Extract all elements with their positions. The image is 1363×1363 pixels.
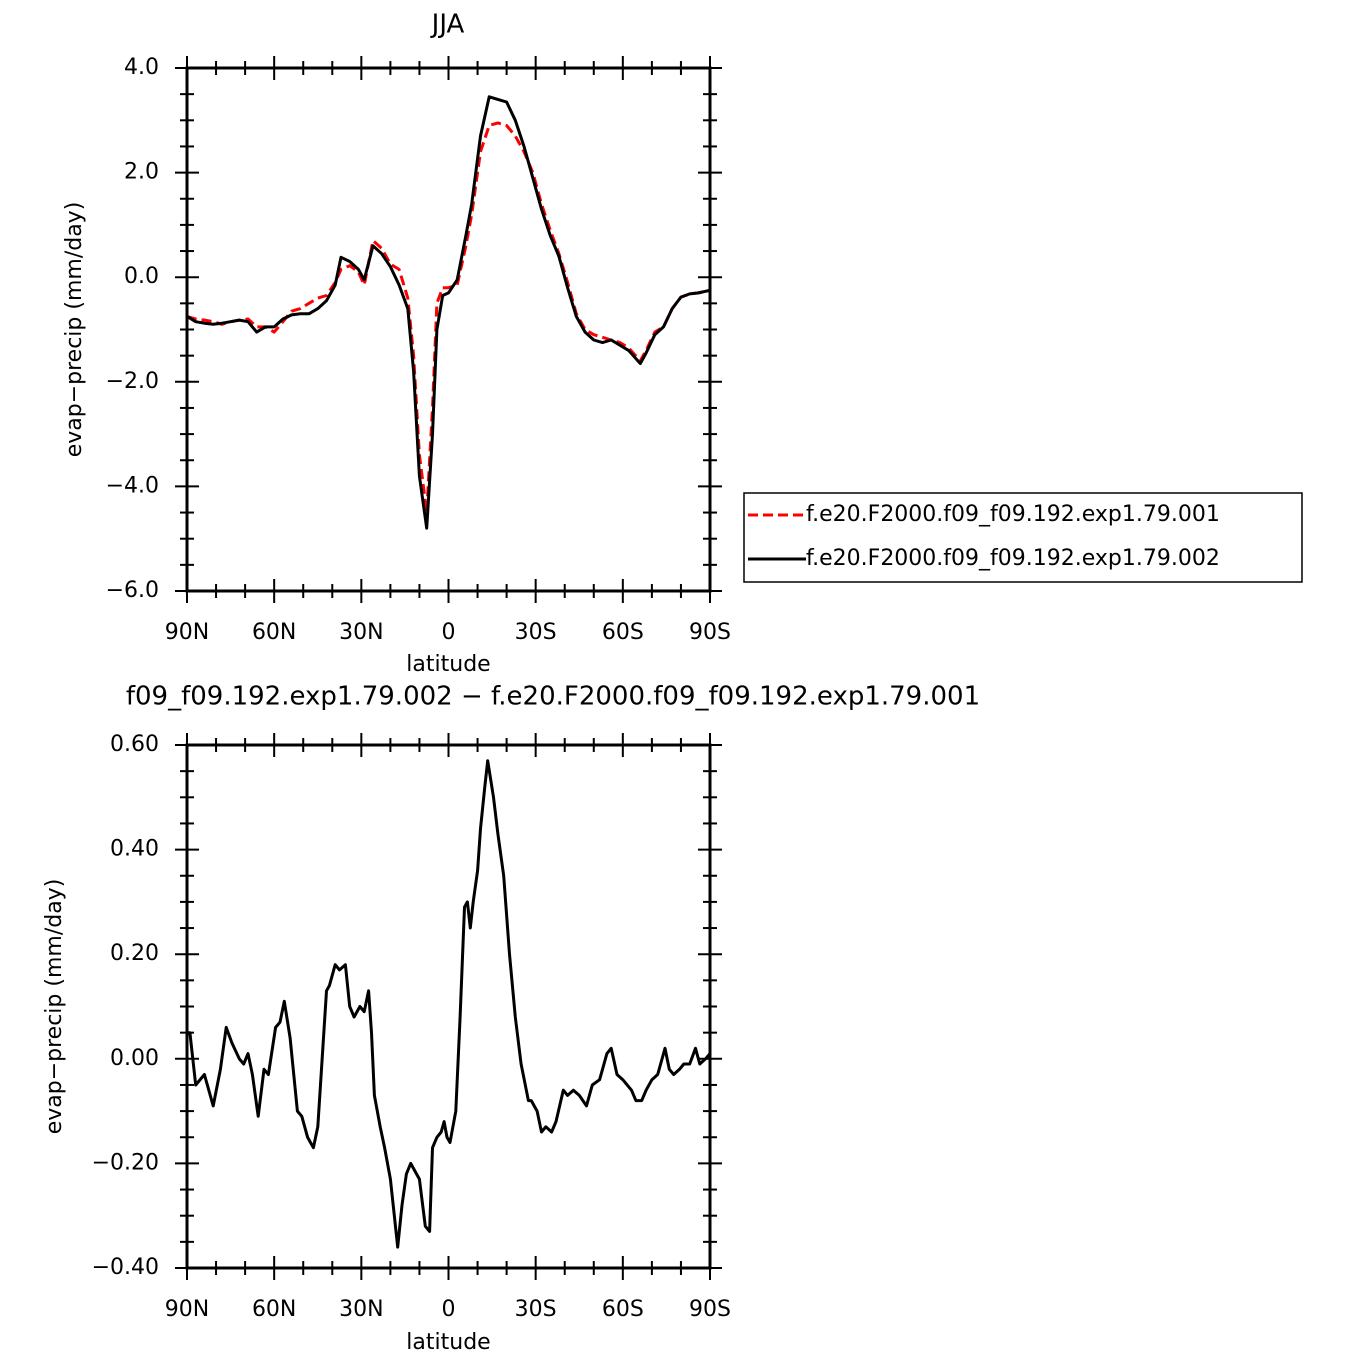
y-tick-label: 4.0 xyxy=(124,55,159,80)
chart-title: f09_f09.192.exp1.79.002 − f.e20.F2000.f0… xyxy=(126,682,980,712)
x-tick-label: 60N xyxy=(252,620,296,645)
x-tick-label: 0 xyxy=(442,620,456,645)
x-tick-label: 30N xyxy=(339,1297,383,1322)
y-tick-label: −0.20 xyxy=(92,1150,159,1175)
x-tick-label: 60N xyxy=(252,1297,296,1322)
x-tick-label: 30S xyxy=(515,620,557,645)
y-axis-label: evap−precip (mm/day) xyxy=(62,202,87,458)
y-tick-label: 0.00 xyxy=(110,1046,159,1071)
chart-title: JJA xyxy=(430,10,465,40)
legend-box xyxy=(743,492,1303,583)
y-tick-label: 2.0 xyxy=(124,160,159,185)
x-tick-label: 90N xyxy=(165,620,209,645)
x-axis-label: latitude xyxy=(406,652,490,677)
plot-frame xyxy=(185,66,712,593)
y-tick-label: −2.0 xyxy=(106,369,159,394)
plot-frame xyxy=(185,743,712,1270)
y-tick-label: 0.0 xyxy=(124,264,159,289)
x-tick-label: 0 xyxy=(442,1297,456,1322)
x-tick-label: 30S xyxy=(515,1297,557,1322)
series-line xyxy=(186,121,711,514)
x-axis-label: latitude xyxy=(406,1330,490,1355)
series-line xyxy=(186,95,711,530)
x-tick-label: 60S xyxy=(602,1297,644,1322)
legend-label: f.e20.F2000.f09_f09.192.exp1.79.002 xyxy=(806,546,1220,571)
y-tick-label: 0.20 xyxy=(110,941,159,966)
series-line xyxy=(187,759,712,1249)
x-tick-label: 30N xyxy=(339,620,383,645)
y-tick-label: 0.40 xyxy=(110,837,159,862)
y-tick-label: −6.0 xyxy=(106,578,159,603)
y-tick-label: 0.60 xyxy=(110,732,159,757)
legend-label: f.e20.F2000.f09_f09.192.exp1.79.001 xyxy=(806,502,1220,527)
y-tick-label: −0.40 xyxy=(92,1255,159,1280)
x-tick-label: 90S xyxy=(689,620,731,645)
x-tick-label: 60S xyxy=(602,620,644,645)
x-tick-label: 90N xyxy=(165,1297,209,1322)
y-tick-label: −4.0 xyxy=(106,473,159,498)
x-tick-label: 90S xyxy=(689,1297,731,1322)
y-axis-label: evap−precip (mm/day) xyxy=(42,879,67,1135)
